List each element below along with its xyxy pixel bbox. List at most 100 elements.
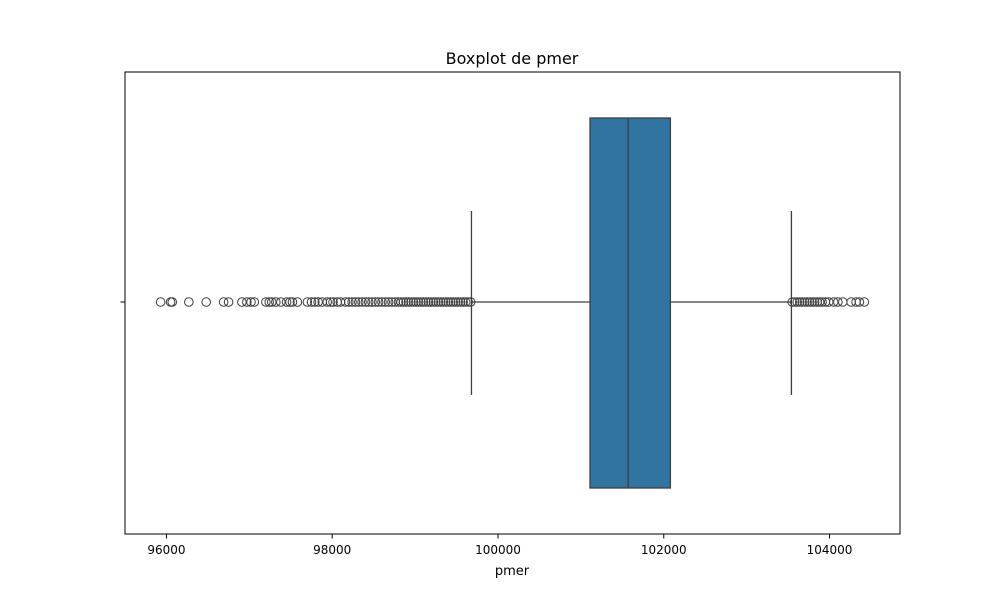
outlier-point <box>357 297 367 307</box>
outlier-point <box>809 297 820 307</box>
outlier-point <box>310 297 320 307</box>
outlier-point <box>302 297 313 307</box>
outlier-point <box>201 297 212 307</box>
outlier-point <box>328 297 338 307</box>
outlier-point <box>789 297 800 307</box>
outlier-point <box>281 297 292 307</box>
outlier-point <box>313 297 323 307</box>
outlier-point <box>266 297 277 307</box>
outlier-point <box>396 297 406 307</box>
outlier-point <box>242 297 252 307</box>
outlier-point <box>380 297 391 307</box>
outlier-point <box>423 297 434 307</box>
outlier-point <box>463 297 473 307</box>
outlier-point <box>450 297 461 307</box>
outlier-point <box>455 297 466 307</box>
outlier-point <box>421 297 431 307</box>
outlier-point <box>249 297 260 307</box>
outlier-point <box>246 297 256 307</box>
outlier-point <box>828 297 839 307</box>
outlier-point <box>393 297 404 307</box>
outlier-point <box>465 297 476 307</box>
outlier-point <box>833 297 843 307</box>
outlier-point <box>367 297 377 307</box>
outlier-point <box>325 297 336 307</box>
outlier-point <box>322 297 333 307</box>
outlier-point <box>292 297 303 307</box>
outlier-point <box>453 297 464 307</box>
outlier-point <box>854 297 865 307</box>
outlier-point <box>440 297 451 307</box>
outlier-point <box>398 297 409 307</box>
outlier-point <box>271 297 281 307</box>
outlier-point <box>426 297 436 307</box>
outlier-point <box>428 297 439 307</box>
outlier-point <box>406 297 416 307</box>
outlier-point <box>347 297 357 307</box>
x-tick-label: 104000 <box>807 543 853 557</box>
outlier-point <box>431 297 441 307</box>
plot-area <box>155 117 870 489</box>
outlier-point <box>370 297 381 307</box>
outlier-point <box>340 297 351 307</box>
outlier-point <box>418 297 429 307</box>
outlier-point <box>223 297 234 307</box>
outlier-point <box>285 297 295 307</box>
outlier-point <box>276 297 286 307</box>
outlier-point <box>408 297 419 307</box>
outlier-point <box>859 297 870 307</box>
outlier-point <box>387 297 397 307</box>
outlier-point <box>373 297 384 307</box>
outlier-point <box>306 297 317 307</box>
outlier-point <box>383 297 394 307</box>
outlier-point <box>411 297 421 307</box>
outlier-point <box>287 297 298 307</box>
outlier-point <box>817 297 827 307</box>
outlier-point <box>353 297 364 307</box>
iqr-box <box>589 117 672 489</box>
x-tick-label: 98000 <box>313 543 351 557</box>
outlier-point <box>460 297 471 307</box>
outlier-point <box>814 297 825 307</box>
outlier-point <box>797 297 807 307</box>
chart-title: Boxplot de pmer <box>446 49 579 68</box>
outlier-point <box>443 297 454 307</box>
outlier-point <box>792 297 803 307</box>
outlier-point <box>261 297 271 307</box>
outlier-point <box>184 297 194 307</box>
outlier-point <box>403 297 414 307</box>
outlier-point <box>363 297 374 307</box>
outlier-point <box>360 297 371 307</box>
x-axis: 96000 98000 100000 102000 104000 <box>147 534 852 557</box>
outlier-point <box>787 297 798 307</box>
outlier-point <box>838 297 848 307</box>
x-tick-label: 96000 <box>147 543 185 557</box>
outlier-point <box>807 297 817 307</box>
outlier-point <box>264 297 275 307</box>
outlier-point <box>155 297 166 307</box>
outlier-point <box>433 297 444 307</box>
plot-frame <box>124 71 901 535</box>
x-tick-label: 100000 <box>475 543 521 557</box>
outlier-point <box>237 297 247 307</box>
outlier-point <box>846 297 856 307</box>
outlier-point <box>167 297 178 307</box>
outlier-point <box>416 297 426 307</box>
outlier-point <box>377 297 387 307</box>
outlier-point <box>445 297 456 307</box>
outlier-point <box>413 297 424 307</box>
outlier-point <box>401 297 411 307</box>
outlier-point <box>350 297 361 307</box>
x-tick-label: 102000 <box>641 543 687 557</box>
outlier-point <box>436 297 446 307</box>
outlier-point <box>448 297 459 307</box>
outlier-point <box>438 297 449 307</box>
x-axis-label: pmer <box>495 564 530 579</box>
outlier-point <box>823 297 834 307</box>
outlier-point <box>458 297 468 307</box>
outlier-point <box>799 297 810 307</box>
outlier-point <box>794 297 805 307</box>
outlier-point <box>343 297 354 307</box>
outlier-point <box>802 297 812 307</box>
